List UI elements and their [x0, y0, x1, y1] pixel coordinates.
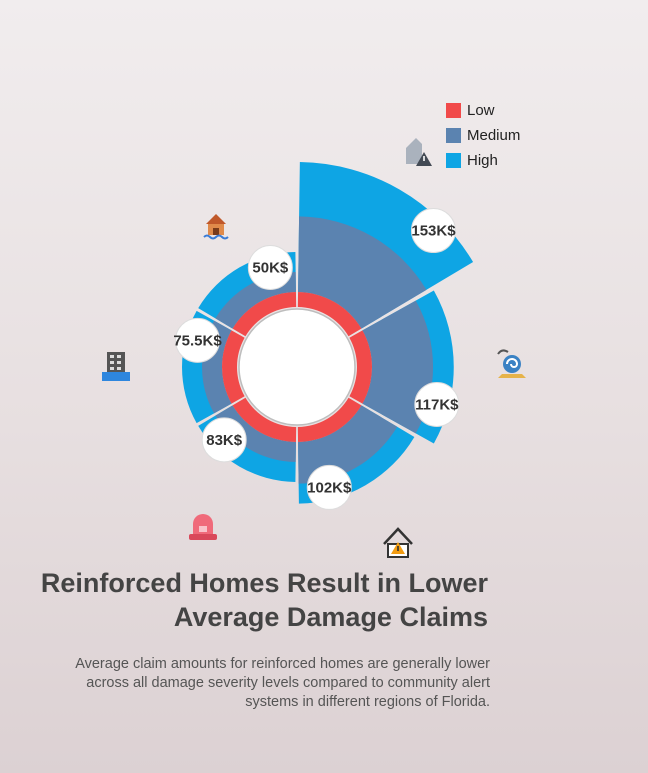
legend-item-low: Low [446, 98, 520, 123]
siren-icon [189, 514, 217, 540]
legend-label-medium: Medium [467, 127, 521, 144]
home-alert-icon [383, 527, 413, 558]
value-bubble-2 [306, 464, 352, 510]
bar-medium-0 [298, 216, 427, 329]
value-label-1: 117K$ [415, 396, 459, 413]
legend-item-high: High [446, 148, 520, 173]
value-label-2: 102K$ [307, 479, 352, 496]
bar-low-1 [349, 330, 372, 404]
chart-title: Reinforced Homes Result in Lower Average… [40, 568, 488, 632]
legend-item-medium: Medium [446, 123, 520, 148]
bar-low-0 [297, 292, 362, 337]
value-bubble-4 [175, 317, 221, 363]
bar-medium-3 [215, 405, 296, 462]
bar-medium-2 [298, 405, 398, 484]
house-warning-icon [406, 138, 432, 166]
center-circle [238, 308, 356, 426]
bar-low-5 [232, 292, 297, 337]
radial-chart: 153K$ 117K$ 102K$ 83K$ 75.5K$ 50K$ [102, 138, 526, 558]
value-label-0: 153K$ [411, 223, 456, 240]
bar-low-4 [222, 330, 245, 404]
chart-legend: Low Medium High [446, 98, 520, 173]
legend-swatch-medium [446, 128, 461, 143]
legend-swatch-low [446, 103, 461, 118]
value-bubble-0 [410, 208, 456, 254]
chart-subtitle: Average claim amounts for reinforced hom… [75, 656, 490, 710]
bar-low-3 [232, 397, 297, 442]
storm-icon [497, 349, 526, 378]
legend-swatch-high [446, 153, 461, 168]
value-label-3: 83K$ [206, 432, 243, 449]
flooded-building-icon [102, 352, 130, 381]
legend-label-low: Low [467, 102, 495, 119]
value-bubble-1 [414, 381, 460, 427]
bar-low-2 [297, 397, 362, 442]
value-label-5: 50K$ [252, 260, 289, 277]
value-bubble-5 [247, 245, 293, 291]
flooded-house-icon [203, 214, 229, 240]
value-label-4: 75.5K$ [173, 332, 222, 349]
legend-label-high: High [467, 152, 498, 169]
value-bubble-3 [201, 417, 247, 463]
